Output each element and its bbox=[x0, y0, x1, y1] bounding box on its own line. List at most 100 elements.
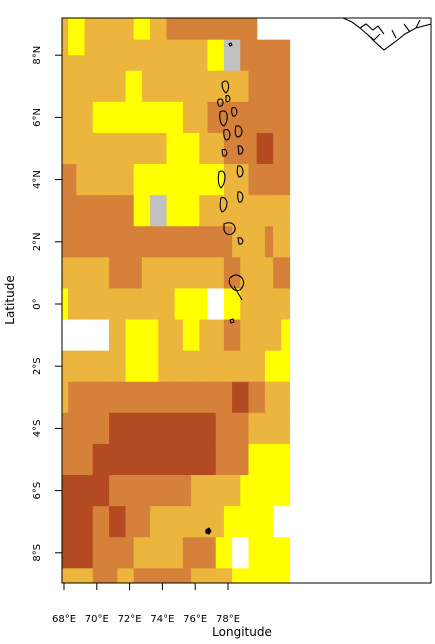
grid-cell bbox=[76, 210, 86, 227]
grid-cell bbox=[109, 39, 118, 56]
grid-cell bbox=[92, 428, 102, 445]
grid-cell bbox=[158, 241, 168, 258]
grid-cell bbox=[223, 86, 233, 103]
grid-cell bbox=[76, 257, 86, 274]
grid-cell bbox=[84, 101, 94, 118]
grid-cell bbox=[84, 304, 94, 321]
grid-cell bbox=[281, 428, 291, 445]
grid-cell bbox=[100, 55, 110, 72]
grid-cell bbox=[248, 366, 258, 383]
grid-cell bbox=[166, 24, 176, 41]
grid-cell bbox=[199, 490, 209, 507]
grid-cell bbox=[264, 568, 274, 583]
grid-cell bbox=[141, 475, 151, 492]
grid-cell bbox=[68, 490, 77, 507]
grid-cell bbox=[92, 319, 102, 336]
grid-cell bbox=[281, 70, 291, 87]
grid-cell bbox=[117, 521, 127, 538]
grid-cell bbox=[125, 552, 135, 569]
grid-cell bbox=[166, 179, 176, 196]
grid-cell bbox=[109, 381, 118, 398]
grid-cell bbox=[158, 179, 168, 196]
grid-cell bbox=[109, 459, 118, 476]
grid-cell bbox=[182, 506, 192, 523]
grid-cell bbox=[174, 490, 184, 507]
grid-cell bbox=[84, 475, 94, 492]
grid-cell bbox=[100, 288, 110, 305]
grid-cell bbox=[281, 288, 291, 305]
grid-cell bbox=[256, 164, 266, 181]
grid-cell bbox=[141, 304, 151, 321]
grid-cell bbox=[215, 319, 225, 336]
grid-cell bbox=[215, 428, 225, 445]
grid-cell bbox=[264, 132, 274, 150]
grid-cell bbox=[84, 350, 94, 367]
grid-cell bbox=[199, 568, 209, 583]
grid-cell bbox=[84, 490, 94, 507]
x-tick-label: 78°E bbox=[216, 614, 240, 625]
grid-cell bbox=[264, 459, 274, 476]
grid-cell bbox=[166, 459, 176, 476]
grid-cell bbox=[240, 195, 250, 212]
grid-cell bbox=[248, 210, 258, 227]
grid-cell bbox=[166, 86, 176, 103]
grid-cell bbox=[215, 226, 225, 243]
grid-cell bbox=[248, 132, 258, 150]
grid-cell bbox=[100, 179, 110, 196]
grid-cell bbox=[117, 39, 127, 56]
grid-cell bbox=[62, 350, 69, 367]
grid-cell bbox=[174, 335, 184, 352]
grid-cell bbox=[281, 241, 291, 258]
grid-cell bbox=[117, 506, 127, 523]
grid-cell bbox=[68, 241, 77, 258]
grid-cell bbox=[281, 506, 291, 523]
grid-cell bbox=[76, 490, 86, 507]
grid-cell bbox=[117, 366, 127, 383]
grid-cell bbox=[191, 179, 200, 196]
grid-cell bbox=[199, 70, 209, 87]
grid-cell bbox=[117, 584, 126, 600]
grid-cell bbox=[166, 132, 176, 150]
grid-cell bbox=[133, 164, 143, 181]
grid-cell bbox=[257, 584, 266, 600]
grid-cell bbox=[232, 381, 241, 398]
grid-cell bbox=[240, 148, 250, 165]
y-axis-ticks: 8°N 6°N 4°N 2°N 0° 2°S 4°S 6°S 8°S bbox=[32, 46, 62, 562]
grid-cell bbox=[191, 521, 200, 538]
grid-cell bbox=[199, 241, 209, 258]
grid-cell bbox=[240, 335, 250, 352]
grid-cell bbox=[240, 506, 250, 523]
maldives-atoll-central-1 bbox=[223, 125, 243, 141]
grid-cell bbox=[92, 475, 102, 492]
grid-cell bbox=[264, 521, 274, 538]
grid-cell bbox=[150, 475, 159, 492]
grid-cell bbox=[76, 179, 86, 196]
grid-cell bbox=[191, 272, 200, 290]
grid-cell bbox=[92, 335, 102, 352]
grid-cell bbox=[76, 428, 86, 445]
grid-cell bbox=[256, 350, 266, 367]
grid-cell bbox=[256, 272, 266, 290]
grid-cell bbox=[133, 490, 143, 507]
grid-cell bbox=[248, 397, 258, 414]
grid-cell bbox=[199, 132, 209, 150]
grid-cell bbox=[232, 568, 241, 583]
grid-cell bbox=[174, 195, 184, 212]
grid-cell bbox=[117, 443, 127, 461]
grid-cell bbox=[199, 117, 209, 134]
grid-cell bbox=[166, 117, 176, 134]
grid-cell bbox=[109, 304, 118, 321]
grid-cell bbox=[62, 381, 69, 398]
grid-cell bbox=[232, 475, 241, 492]
grid-cell bbox=[125, 506, 135, 523]
maldives-atoll-central-2 bbox=[221, 145, 244, 157]
grid-cell bbox=[117, 272, 127, 290]
grid-cell bbox=[166, 568, 176, 583]
grid-cell bbox=[92, 101, 102, 118]
grid-cell bbox=[256, 226, 266, 243]
grid-cell bbox=[223, 552, 233, 569]
grid-cell bbox=[199, 412, 209, 429]
grid-cell bbox=[256, 148, 266, 165]
grid-cell bbox=[207, 459, 217, 476]
grid-cell bbox=[248, 335, 258, 352]
